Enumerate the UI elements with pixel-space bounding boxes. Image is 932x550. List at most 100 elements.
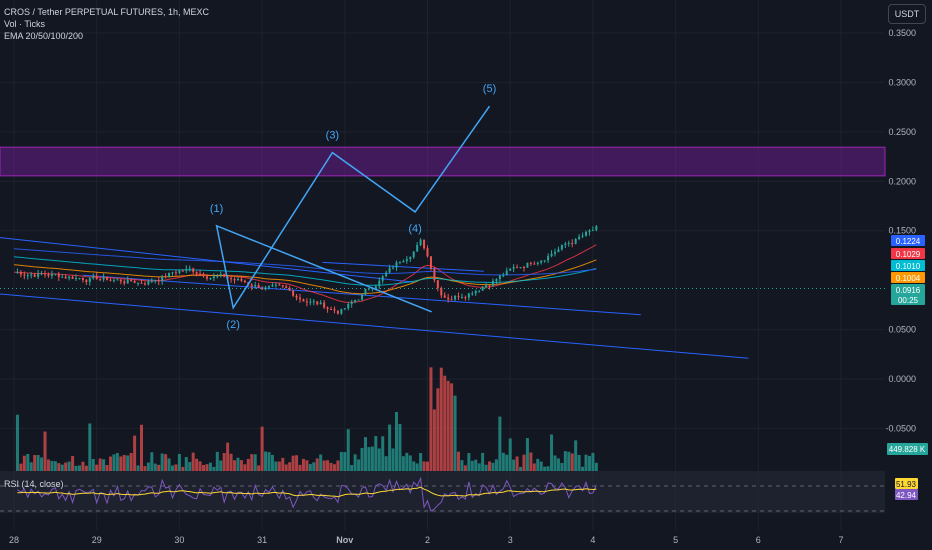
- volume-bar: [212, 466, 216, 471]
- candle-body: [502, 275, 505, 277]
- volume-bar: [508, 438, 512, 471]
- rsi-label[interactable]: RSI (14, close): [4, 479, 64, 489]
- y-tick-label: -0.0500: [885, 423, 916, 433]
- candle-body: [495, 279, 498, 281]
- volume-bar: [167, 458, 171, 471]
- volume-bar: [291, 455, 295, 471]
- volume-bar: [226, 442, 230, 471]
- candle-body: [130, 279, 133, 281]
- candle-body: [161, 276, 164, 282]
- y-tick-label: 0.0000: [888, 374, 916, 384]
- volume-bar: [233, 460, 237, 471]
- volume-bar: [346, 429, 350, 471]
- candle-body: [367, 288, 370, 290]
- volume-bar: [305, 460, 309, 471]
- volume-bar: [498, 416, 502, 471]
- ema-indicator-label[interactable]: EMA 20/50/100/200: [4, 31, 84, 41]
- rsi-pane: [0, 471, 885, 513]
- candle-body: [19, 272, 22, 275]
- candle-body: [312, 301, 315, 303]
- candle-body: [454, 296, 457, 300]
- currency-button[interactable]: USDT: [888, 4, 926, 24]
- candle-body: [591, 230, 594, 232]
- volume-bar: [81, 461, 85, 471]
- volume-bar: [384, 456, 388, 471]
- candle-body: [133, 280, 136, 284]
- volume-bar: [470, 460, 474, 471]
- price-axis[interactable]: 0.3500 0.3000 0.2500 0.2000 0.1500 0.0500 0.00…: [885, 28, 916, 433]
- candle-body: [250, 284, 253, 287]
- candle-body: [388, 267, 391, 273]
- candle-body: [560, 244, 563, 250]
- candle-body: [398, 261, 401, 263]
- candle-body: [106, 276, 109, 280]
- wave-label: (4): [408, 223, 421, 235]
- volume-bar: [363, 437, 367, 471]
- resistance-zone: [0, 146, 886, 177]
- y-tick-label: 0.2000: [888, 176, 916, 186]
- volume-bar: [77, 465, 81, 471]
- volume-bar: [57, 463, 61, 471]
- candle-body: [199, 273, 202, 275]
- volume-bar: [115, 453, 119, 471]
- volume-bar: [577, 454, 581, 471]
- candle-body: [440, 288, 443, 296]
- volume-bar: [184, 457, 188, 471]
- candle-body: [485, 285, 488, 288]
- volume-bar: [584, 454, 588, 471]
- candle-body: [540, 260, 543, 263]
- wave-label: (2): [226, 319, 239, 331]
- volume-bar: [357, 459, 361, 471]
- candle-body: [75, 278, 78, 280]
- candle-body: [533, 263, 536, 265]
- volume-bar: [164, 454, 168, 471]
- candle-body: [57, 273, 60, 278]
- candle-body: [195, 271, 198, 274]
- volume-bar: [319, 454, 323, 471]
- candle-body: [498, 275, 501, 280]
- volume-bar: [315, 458, 319, 471]
- candle-body: [178, 270, 181, 273]
- volume-bar: [229, 453, 233, 471]
- volume-bar: [215, 451, 219, 471]
- candle-body: [116, 279, 119, 281]
- volume-bar: [219, 460, 223, 471]
- volume-bar: [236, 457, 240, 471]
- x-tick-label: 31: [257, 535, 267, 545]
- volume-bar: [253, 454, 257, 471]
- candle-body: [323, 302, 326, 308]
- volume-bar: [298, 464, 302, 471]
- elliott-wave: (1) (2) (3) (4) (5): [210, 83, 496, 331]
- volume-bar: [560, 462, 564, 471]
- candle-body: [474, 290, 477, 294]
- candle-body: [47, 274, 50, 276]
- candle-body: [240, 278, 243, 281]
- candle-body: [536, 262, 539, 264]
- wave-label: (3): [326, 130, 339, 142]
- volume-bar: [22, 455, 26, 471]
- volume-bar: [46, 459, 50, 471]
- volume-bar: [494, 459, 498, 471]
- candle-body: [92, 275, 95, 279]
- chart-title[interactable]: CROS / Tether PERPETUAL FUTURES, 1h, MEX…: [4, 7, 210, 17]
- volume-bar: [329, 462, 333, 471]
- candle-body: [419, 239, 422, 246]
- candle-body: [109, 279, 112, 281]
- time-axis[interactable]: 28 29 30 31 Nov 2 3 4 5 6 7: [9, 535, 844, 545]
- volume-bar: [488, 461, 492, 471]
- volume-indicator-label[interactable]: Vol · Ticks: [4, 19, 46, 29]
- candle-body: [154, 280, 157, 282]
- candle-body: [16, 272, 19, 274]
- trendline: [322, 261, 484, 272]
- x-tick-label: 28: [9, 535, 19, 545]
- volume-bar: [33, 454, 37, 471]
- candle-body: [426, 248, 429, 257]
- volume-bar: [556, 458, 560, 471]
- candle-body: [157, 280, 160, 282]
- volume-bar: [143, 466, 147, 471]
- volume-bar: [505, 454, 509, 471]
- price-badge: [891, 284, 925, 295]
- volume-bar: [422, 461, 426, 471]
- price-badge-text: 0.1224: [896, 237, 921, 246]
